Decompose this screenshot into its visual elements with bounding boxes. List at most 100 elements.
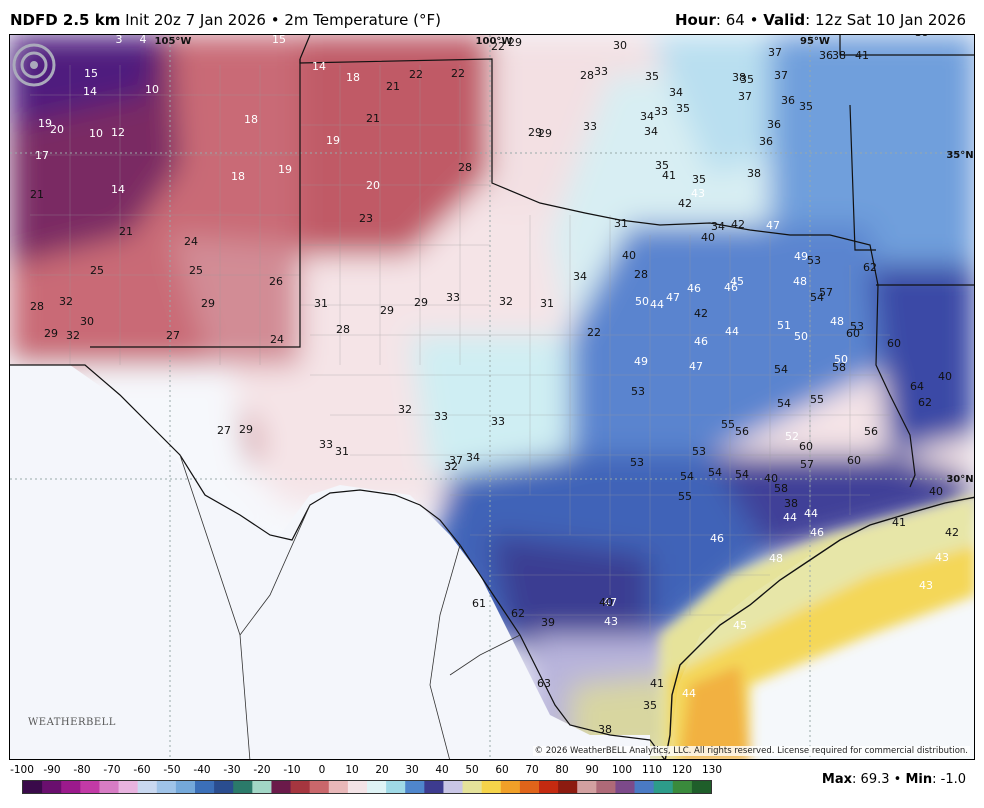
hour-value: 64 [725,11,745,29]
temperature-map[interactable]: 3 4 15 15 14 10 19 20 10 12 17 21 14 18 21 18 25 25 24 28 32… [9,34,975,760]
temperature-label: 26 [269,275,283,288]
temperature-label: 40 [599,596,613,609]
temperature-label: 14 [83,85,97,98]
temperature-label: 62 [511,607,525,620]
legend-color-swatch [672,781,693,793]
legend-tick: -50 [163,764,181,776]
longitude-labels: 105°W 100°W 95°W [155,36,830,47]
temperature-label: 25 [90,264,104,277]
temperature-label: 44 [650,298,664,311]
legend-tick: 90 [585,764,599,776]
temperature-label: 52 [785,430,799,443]
temperature-label: 54 [774,363,788,376]
legend-tick: 100 [611,764,633,776]
latitude-label: 35°N [946,150,973,161]
legend-color-swatch [156,781,177,793]
temperature-label: 33 [583,120,597,133]
temperature-label: 62 [918,396,932,409]
temperature-label: 38 [747,167,761,180]
temperature-label: 41 [662,169,676,182]
legend-color-swatch [309,781,330,793]
temperature-label: 51 [777,319,791,332]
valid-time: Hour: 64 • Valid: 12z Sat 10 Jan 2026 [674,11,966,29]
temperature-label: 10 [145,83,159,96]
legend-color-swatch [367,781,387,793]
temperature-label: 49 [794,250,808,263]
temperature-label: 29 [239,423,253,436]
temperature-label: 36 [781,94,795,107]
legend-color-swatch [195,781,215,793]
temperature-label: 36 [759,135,773,148]
temperature-label: 53 [631,385,645,398]
temperature-label: 29 [44,327,58,340]
temperature-label: 38 [732,71,746,84]
legend-color-swatch [214,781,234,793]
temperature-label: 22 [491,40,505,53]
temperature-label: 45 [733,619,747,632]
legend-color-swatch [175,781,196,793]
lat-lon-grid [10,35,974,759]
temperature-label: 62 [863,261,877,274]
temperature-label: 32 [444,460,458,473]
temperature-label: 48 [769,552,783,565]
temperature-label: 34 [711,220,725,233]
temperature-label: 53 [807,254,821,267]
temperature-label: 48 [793,275,807,288]
mexico-state-lines [179,454,521,759]
temperature-label: 28 [580,69,594,82]
temperature-label: 34 [466,451,480,464]
county-lines [30,65,890,635]
legend-tick: -80 [73,764,91,776]
temperature-label: 10 [89,127,103,140]
legend-color-swatch [615,781,636,793]
temperature-label: 43 [919,579,933,592]
temperature-label: 18 [231,170,245,183]
temperature-label: 33 [491,415,505,428]
temperature-label: 35 [645,70,659,83]
temperature-label: 54 [708,466,722,479]
temperature-label: 61 [472,597,486,610]
legend-color-swatch [596,781,616,793]
temperature-label: 18 [346,71,360,84]
temperature-label: 47 [603,596,617,609]
temperature-label: 29 [414,296,428,309]
weatherbell-logo [12,43,56,87]
temperature-label: 31 [314,297,328,310]
legend-colorbar [22,780,712,794]
temperature-label: 38 [598,723,612,736]
legend-tick: 20 [375,764,389,776]
temperature-label: 30 [613,39,627,52]
legend-color-swatch [481,781,502,793]
temperature-label: 37 [768,46,782,59]
temperature-label: 21 [30,188,44,201]
temperature-label: 40 [701,231,715,244]
temperature-label: 55 [721,418,735,431]
temperature-label: 14 [111,183,125,196]
temperature-label: 29 [528,126,542,139]
temperature-label: 32 [59,295,73,308]
temperature-label: 33 [446,291,460,304]
temperature-label: 24 [184,235,198,248]
legend-color-swatch [347,781,368,793]
temperature-label: 50 [635,295,649,308]
legend-tick: -10 [283,764,301,776]
temperature-label: 46 [694,335,708,348]
legend-color-swatch [137,781,158,793]
legend-tick: 10 [345,764,359,776]
temperature-label: 20 [366,179,380,192]
min-value: -1.0 [940,772,966,787]
temperature-label: 31 [540,297,554,310]
temperature-label: 44 [725,325,739,338]
state-borders [90,35,974,488]
temperature-label: 35 [676,102,690,115]
temperature-label: 35 [799,100,813,113]
temperature-label: 15 [272,35,286,46]
legend-tick: -40 [193,764,211,776]
temperature-label: 28 [30,300,44,313]
product-name: NDFD 2.5 km [10,11,121,29]
temperature-label: 43 [691,187,705,200]
logo-text: WEATHERBELL [28,717,116,728]
temperature-label: 34 [640,110,654,123]
legend-tick: 40 [435,764,449,776]
temperature-label: 46 [724,281,738,294]
